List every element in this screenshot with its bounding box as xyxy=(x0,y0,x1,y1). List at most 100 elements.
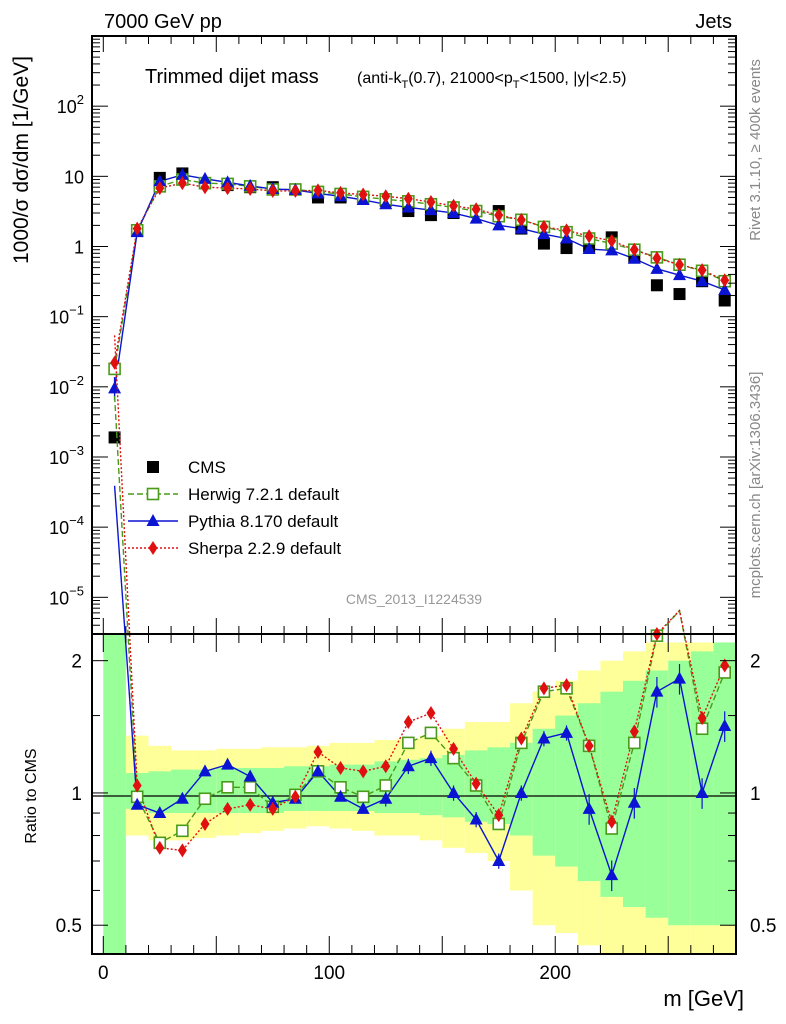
ratio-data-point xyxy=(516,731,526,746)
ratio-data-point xyxy=(673,671,687,684)
x-tick-label: 200 xyxy=(539,963,571,984)
ratio-data-point xyxy=(132,778,142,793)
main-data-point xyxy=(268,183,278,198)
main-y-tick-label: 10−3 xyxy=(49,443,84,468)
main-data-point xyxy=(720,273,730,288)
ratio-data-point xyxy=(198,764,212,777)
ratio-data-point xyxy=(492,854,506,867)
ratio-y-tick-label-right: 0.5 xyxy=(750,916,776,937)
main-data-point xyxy=(471,202,481,217)
main-data-point xyxy=(494,208,504,223)
main-y-tick-label: 102 xyxy=(57,92,84,117)
main-data-point xyxy=(223,181,233,196)
main-plot-panel: 10−5 10−4 10−3 10−2 10−1 1 10 102 xyxy=(49,35,737,635)
ratio-plot-axes: 0.5 0.5 1 1 2 2 0 100 200 xyxy=(56,634,776,984)
main-data-point xyxy=(153,174,167,187)
main-data-point xyxy=(403,191,413,206)
main-data-point xyxy=(652,251,662,266)
ratio-data-point xyxy=(605,868,619,881)
ratio-data-point xyxy=(426,706,436,721)
ratio-y-tick-label-right: 1 xyxy=(750,784,761,805)
main-y-axis-label: 1000/σ dσ/dm [1/GeV] xyxy=(10,56,33,264)
main-y-tick-label: 10−5 xyxy=(49,583,84,608)
main-data-point xyxy=(424,203,438,216)
ratio-data-point xyxy=(268,801,278,816)
ratio-data-point xyxy=(582,801,596,814)
x-tick-label: 100 xyxy=(313,963,345,984)
ratio-data-point xyxy=(175,791,189,804)
ratio-data-point xyxy=(266,795,280,808)
main-data-point xyxy=(110,355,120,370)
main-data-point xyxy=(650,261,664,274)
legend-label: Sherpa 2.2.9 default xyxy=(188,539,341,558)
main-data-point xyxy=(469,211,483,224)
ratio-data-point xyxy=(627,795,641,808)
ratio-band-green xyxy=(645,670,669,918)
legend-marker xyxy=(146,514,160,526)
main-data-point xyxy=(401,200,415,213)
ratio-data-point xyxy=(514,785,528,798)
mcplots-reference-note: mcplots.cern.ch [arXiv:1306.3436] xyxy=(747,372,764,599)
ratio-band-green xyxy=(600,691,624,897)
main-data-point xyxy=(381,189,391,204)
ratio-band-green xyxy=(171,769,194,814)
ratio-data-point xyxy=(607,814,617,829)
main-data-point xyxy=(155,181,165,196)
x-tick-label: 0 xyxy=(98,963,109,984)
legend-entry: Herwig 7.2.1 default xyxy=(128,485,339,504)
main-data-point xyxy=(562,223,572,238)
ratio-band-green xyxy=(397,759,420,814)
ratio-plot-marks xyxy=(113,335,732,892)
ratio-data-point xyxy=(695,785,709,798)
ratio-series-line xyxy=(113,396,726,844)
ratio-series-line xyxy=(113,335,726,852)
ratio-data-point xyxy=(334,789,348,802)
ratio-y-tick-label: 0.5 xyxy=(56,916,82,937)
main-data-point xyxy=(514,221,528,234)
main-y-tick-label: 10−1 xyxy=(49,303,84,328)
ratio-data-point xyxy=(539,681,549,696)
process-label: Jets xyxy=(695,11,732,33)
ratio-data-point xyxy=(537,731,551,744)
ratio-data-point xyxy=(356,801,370,814)
ratio-data-point xyxy=(221,781,234,794)
plot-title-cuts: (anti-kT(0.7), 21000<pT<1500, |y|<2.5) xyxy=(357,70,627,91)
ratio-uncertainty-bands xyxy=(103,634,736,954)
main-series-line xyxy=(113,182,725,363)
ratio-data-point xyxy=(379,779,393,792)
ratio-y-tick-label: 1 xyxy=(71,784,82,805)
ratio-series-line xyxy=(113,485,726,878)
ratio-data-point xyxy=(223,801,233,816)
ratio-data-point xyxy=(469,812,483,825)
main-y-tick-label: 1 xyxy=(74,237,84,257)
ratio-band-green xyxy=(577,703,601,882)
main-data-point xyxy=(426,195,436,210)
ratio-y-axis-label: Ratio to CMS xyxy=(23,748,40,843)
main-data-point xyxy=(607,233,617,248)
main-data-point xyxy=(629,242,639,257)
main-data-point xyxy=(108,381,122,394)
main-data-point xyxy=(177,176,187,191)
ratio-band-green xyxy=(103,634,126,954)
ratio-data-point xyxy=(336,760,346,775)
legend-label: Herwig 7.2.1 default xyxy=(188,485,339,504)
legend-marker xyxy=(148,541,158,555)
main-data-point xyxy=(673,288,686,301)
main-data-point xyxy=(718,282,732,295)
ratio-data-point xyxy=(720,658,730,673)
energy-label: 7000 GeV pp xyxy=(104,11,222,33)
main-data-point xyxy=(675,257,685,272)
legend-label: Pythia 8.170 default xyxy=(188,512,339,531)
main-data-point xyxy=(718,294,731,307)
ratio-data-point xyxy=(629,724,639,739)
main-data-point xyxy=(560,231,574,244)
ratio-data-point xyxy=(356,790,370,804)
legend-marker xyxy=(146,487,160,501)
ratio-band-green xyxy=(532,728,556,856)
ratio-band-green xyxy=(148,771,172,814)
main-data-point xyxy=(336,185,346,200)
analysis-id-label: CMS_2013_I1224539 xyxy=(346,591,482,607)
main-plot-axes: 10−5 10−4 10−3 10−2 10−1 1 10 102 xyxy=(49,36,736,635)
ratio-data-point xyxy=(176,824,189,838)
